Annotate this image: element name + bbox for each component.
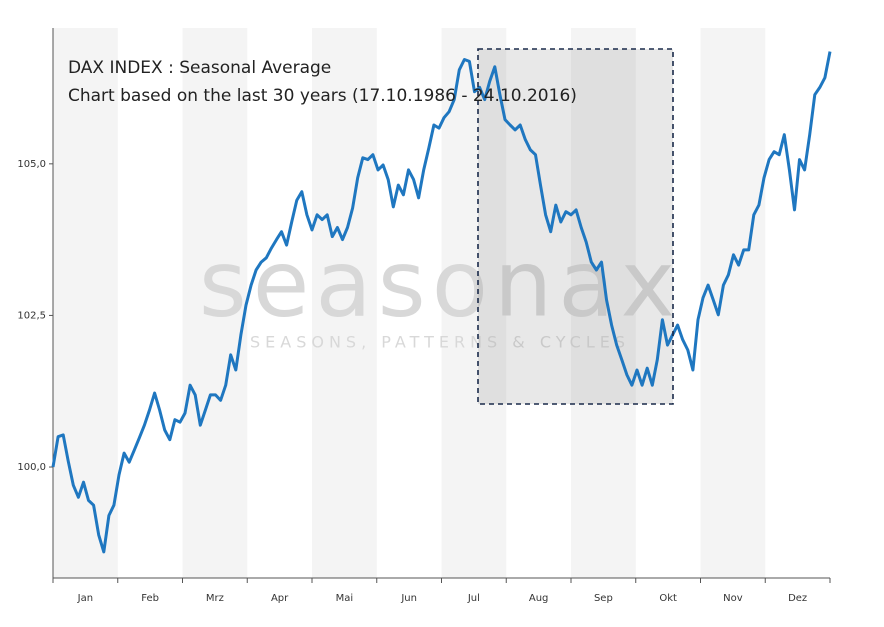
month-band [182, 28, 248, 578]
x-tick-label: Sep [594, 593, 613, 604]
x-tick-label: Jan [77, 593, 93, 604]
x-tick-label: Aug [529, 593, 549, 604]
x-tick-label: Mai [336, 593, 354, 604]
y-tick-label: 100,0 [17, 462, 46, 473]
watermark-tagline: SEASONS, PATTERNS & CYCLES [250, 333, 630, 352]
x-tick-label: Jul [467, 593, 480, 604]
y-tick-label: 102,5 [17, 310, 46, 321]
x-tick-label: Okt [659, 593, 677, 604]
series-line [51, 51, 832, 554]
x-tick-label: Nov [723, 593, 743, 604]
x-tick-label: Mrz [206, 593, 224, 604]
y-tick-label: 105,0 [17, 159, 46, 170]
x-tick-label: Apr [271, 593, 289, 604]
highlight-region [478, 49, 673, 404]
x-tick-label: Dez [788, 593, 807, 604]
month-band [53, 28, 118, 578]
month-band [441, 28, 507, 578]
month-band [312, 28, 377, 578]
chart-subtitle: Chart based on the last 30 years (17.10.… [68, 86, 577, 106]
month-band [571, 28, 636, 578]
chart-title: DAX INDEX : Seasonal Average [68, 58, 331, 78]
month-band [700, 28, 766, 578]
x-tick-label: Jun [400, 593, 417, 604]
highlight-border [477, 48, 674, 405]
watermark: seasonax [199, 230, 681, 337]
x-tick-label: Feb [141, 593, 159, 604]
